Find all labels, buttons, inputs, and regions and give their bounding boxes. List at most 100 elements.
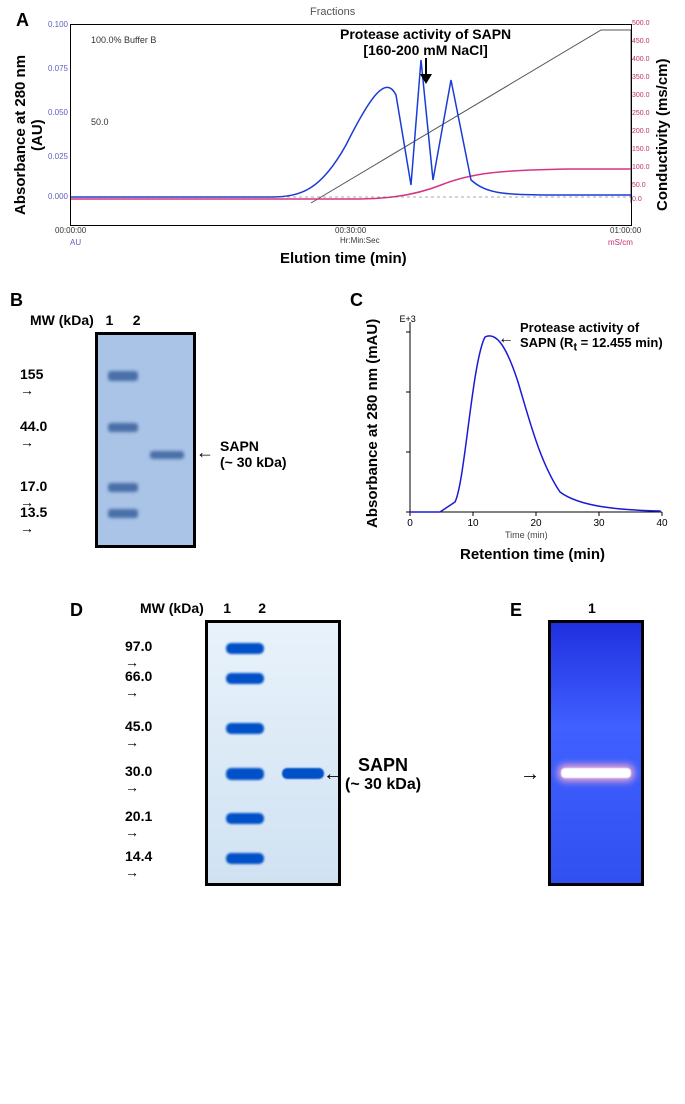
panel-c-x-ticks: 0 10 20 30 40 — [407, 512, 668, 529]
panel-d-label: D — [70, 600, 83, 621]
sapn-text1: SAPN — [345, 755, 421, 776]
panel-c-x-axis-label: Retention time (min) — [460, 546, 605, 563]
panel-a-x-axis-label: Elution time (min) — [280, 250, 407, 267]
panel-d-sapn-label: ← SAPN (~ 30 kDa) — [345, 755, 421, 794]
marker: 20.1 — [125, 808, 152, 824]
panel-a-fractions-title: Fractions — [310, 6, 355, 18]
tick: 50.0 — [632, 182, 646, 189]
tick: 0.050 — [48, 108, 68, 117]
tick: 0.000 — [48, 192, 68, 201]
left-arrow-icon: ← — [323, 763, 343, 786]
marker: 30.0 — [125, 763, 152, 779]
gel-band-sapn — [150, 451, 184, 459]
marker: 17.0 — [20, 478, 47, 494]
tick: 300.0 — [632, 92, 650, 99]
tick: 350.0 — [632, 74, 650, 81]
panel-c-label: C — [350, 290, 363, 311]
sapn-text2: (~ 30 kDa) — [220, 454, 287, 470]
tick: 100.0 — [632, 164, 650, 171]
panel-d-header: MW (kDa) 1 2 — [140, 600, 266, 616]
panel-b-gel — [95, 332, 196, 548]
right-arrow-icon: → — [125, 734, 139, 750]
right-arrow-icon: → — [20, 434, 34, 450]
panel-c-curve — [410, 336, 660, 512]
gel-band-zymogram — [561, 768, 631, 778]
panel-d: D MW (kDa) 1 2 97.0 → 66.0 → 45.0 → 30.0… — [70, 600, 490, 910]
panel-b-sapn-label: ← SAPN (~ 30 kDa) — [196, 442, 214, 463]
gel-band — [226, 723, 264, 734]
tick: 400.0 — [632, 56, 650, 63]
sapn-text1: SAPN — [220, 438, 259, 454]
time-inner-label: Time (min) — [505, 530, 548, 540]
panel-b-header: MW (kDa) 1 2 — [30, 312, 141, 328]
panel-a-buffer-text: 100.0% Buffer B — [91, 35, 156, 45]
gel-band — [226, 673, 264, 684]
right-arrow-icon: → — [125, 779, 139, 795]
panel-c: C Absorbance at 280 nm (mAU) 0 1 2 3 0 1… — [350, 290, 675, 580]
gel-band — [108, 423, 138, 432]
tick: 01:00:00 — [610, 226, 641, 235]
tick: 30 — [593, 518, 605, 529]
tick: 0.0 — [632, 196, 642, 203]
tick: 0 — [407, 518, 413, 529]
down-arrow-icon — [416, 58, 436, 84]
marker: 14.4 — [125, 848, 152, 864]
panel-e-label: E — [510, 600, 522, 621]
gel-band — [226, 853, 264, 864]
panel-c-y-axis-label: Absorbance at 280 nm (mAU) — [364, 318, 381, 528]
gel-band — [226, 813, 264, 824]
marker: 155 — [20, 366, 43, 382]
y-exp: xE+3 — [400, 314, 416, 324]
gel-band — [226, 768, 264, 780]
tick: 40 — [656, 518, 668, 529]
marker: 13.5 — [20, 504, 47, 520]
lane-2: 2 — [133, 312, 141, 328]
anno-suffix: = 12.455 min) — [577, 335, 663, 350]
marker: 44.0 — [20, 418, 47, 434]
left-arrow-icon: ← — [498, 330, 514, 348]
tick: 0.075 — [48, 64, 68, 73]
panel-b: B MW (kDa) 1 2 155 → 44.0 → 17.0 → 13.5 … — [10, 290, 350, 580]
tick: 0.025 — [48, 152, 68, 161]
panel-a-right-axis-label: Conductivity (ms/cm) — [654, 40, 671, 230]
anno-c-line2: SAPN (Rt = 12.455 min) — [520, 335, 663, 354]
marker: 97.0 — [125, 638, 152, 654]
gel-band — [226, 643, 264, 654]
right-arrow-icon: → — [125, 824, 139, 840]
anno-prefix: SAPN (R — [520, 335, 573, 350]
mscm-label: mS/cm — [608, 238, 633, 247]
panel-c-annotation: ← Protease activity of SAPN (Rt = 12.455… — [520, 320, 663, 354]
sapn-text2: (~ 30 kDa) — [345, 776, 421, 794]
anno-line1: Protease activity of SAPN — [340, 26, 511, 42]
tick: 20 — [530, 518, 542, 529]
panel-a-annotation: Protease activity of SAPN [160-200 mM Na… — [340, 26, 511, 84]
lane-1: 1 — [105, 312, 113, 328]
tick: 450.0 — [632, 38, 650, 45]
mw-header: MW (kDa) — [140, 600, 204, 616]
gel-band-sapn — [282, 768, 324, 779]
lane-1: 1 — [223, 600, 231, 616]
panel-a-label: A — [16, 10, 29, 31]
panel-a-mid-text: 50.0 — [91, 117, 109, 127]
right-arrow-icon: → — [125, 864, 139, 880]
panel-e-lane: 1 — [588, 600, 596, 616]
right-arrow-icon: → — [125, 684, 139, 700]
tick: 0.100 — [48, 20, 68, 29]
tick: 150.0 — [632, 146, 650, 153]
panel-e: E 1 → — [510, 600, 670, 910]
anno-c-line1: Protease activity of — [520, 320, 663, 335]
panel-a: A Fractions Absorbance at 280 nm (AU) Co… — [10, 10, 675, 270]
anno-line2: [160-200 mM NaCl] — [340, 42, 511, 58]
gel-band — [108, 483, 138, 492]
right-arrow-icon: → — [20, 382, 34, 398]
tick: 200.0 — [632, 128, 650, 135]
mw-header: MW (kDa) — [30, 312, 94, 328]
panel-e-arrow: → — [520, 763, 540, 786]
au-label: AU — [70, 238, 81, 247]
panel-d-gel — [205, 620, 341, 886]
tick: 10 — [467, 518, 479, 529]
panel-c-y-ticks: 0 1 2 3 — [400, 328, 410, 519]
panel-b-label: B — [10, 290, 23, 311]
panel-e-gel — [548, 620, 644, 886]
marker: 66.0 — [125, 668, 152, 684]
